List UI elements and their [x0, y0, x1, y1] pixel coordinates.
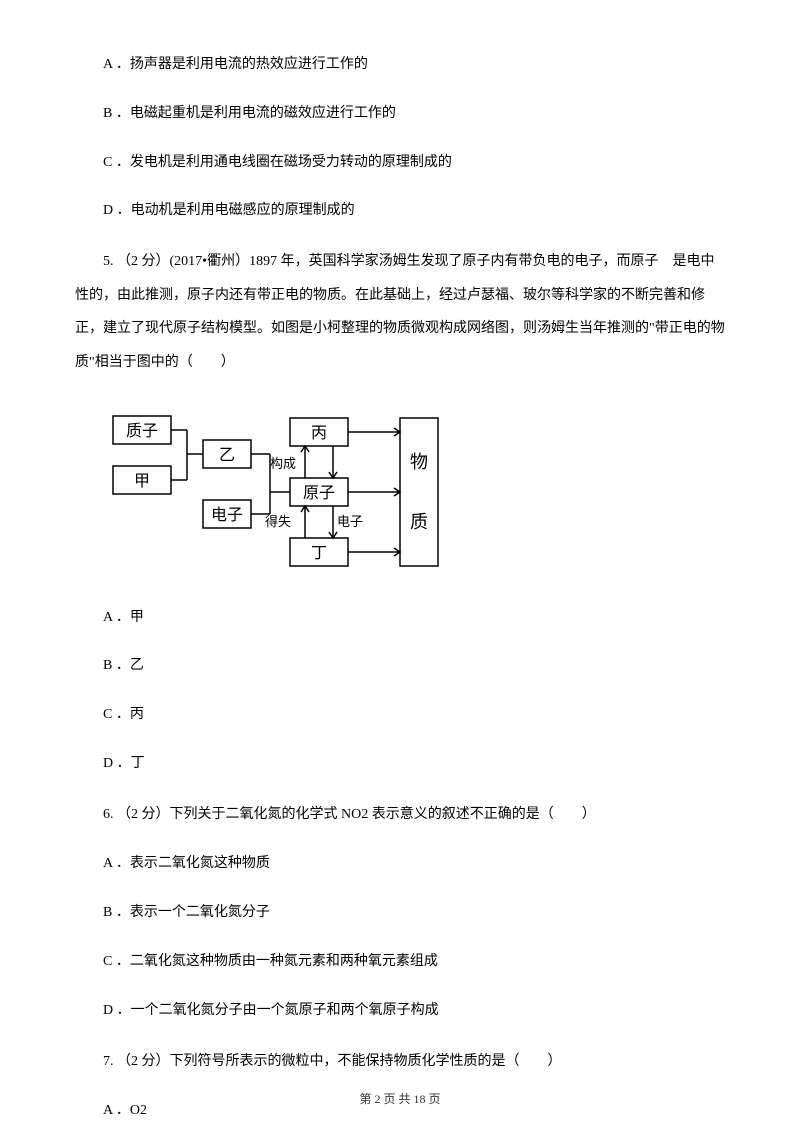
node-yi: 乙 [219, 447, 235, 464]
q4-option-c: C ．发电机是利用通电线圈在磁场受力转动的原理制成的 [75, 148, 725, 179]
node-jia: 甲 [134, 473, 150, 490]
q6-option-b: B ．表示一个二氧化氮分子 [75, 898, 725, 929]
q5-option-b: B ．乙 [75, 651, 725, 682]
node-wu: 物 [410, 452, 428, 472]
q6-stem: 6. （2 分）下列关于二氧化氮的化学式 NO2 表示意义的叙述不正确的是（ ） [75, 798, 725, 832]
node-zhi: 质 [410, 512, 428, 532]
page-footer: 第 2 页 共 18 页 [0, 1086, 800, 1112]
node-ding: 丁 [311, 545, 327, 562]
q4-option-a: A ．扬声器是利用电流的热效应进行工作的 [75, 50, 725, 81]
node-yuanzi: 原子 [303, 484, 335, 502]
structure-diagram: 质子 甲 乙 电子 丙 原子 丁 物 质 [105, 398, 450, 583]
q6-option-c: C ．二氧化氮这种物质由一种氮元素和两种氧元素组成 [75, 947, 725, 978]
q7-stem: 7. （2 分）下列符号所表示的微粒中，不能保持物质化学性质的是（ ） [75, 1045, 725, 1079]
q6-option-a: A ．表示二氧化氮这种物质 [75, 849, 725, 880]
label-goucheng: 构成 [270, 456, 296, 471]
node-dianzi: 电子 [211, 506, 243, 524]
q6-option-d: D ．一个二氧化氮分子由一个氮原子和两个氧原子构成 [75, 996, 725, 1027]
q4-option-b: B ．电磁起重机是利用电流的磁效应进行工作的 [75, 99, 725, 130]
label-deshi: 得失 [265, 514, 291, 529]
node-zhizi: 质子 [126, 422, 158, 440]
q5-stem: 5. （2 分）(2017•衢州）1897 年，英国科学家汤姆生发现了原子内有带… [75, 245, 725, 379]
q4-option-d: D ．电动机是利用电磁感应的原理制成的 [75, 196, 725, 227]
q5-option-c: C ．丙 [75, 700, 725, 731]
node-bing: 丙 [311, 425, 327, 442]
q5-option-a: A ．甲 [75, 603, 725, 634]
label-dianzi2: 电子 [337, 514, 363, 529]
q5-option-d: D ．丁 [75, 749, 725, 780]
